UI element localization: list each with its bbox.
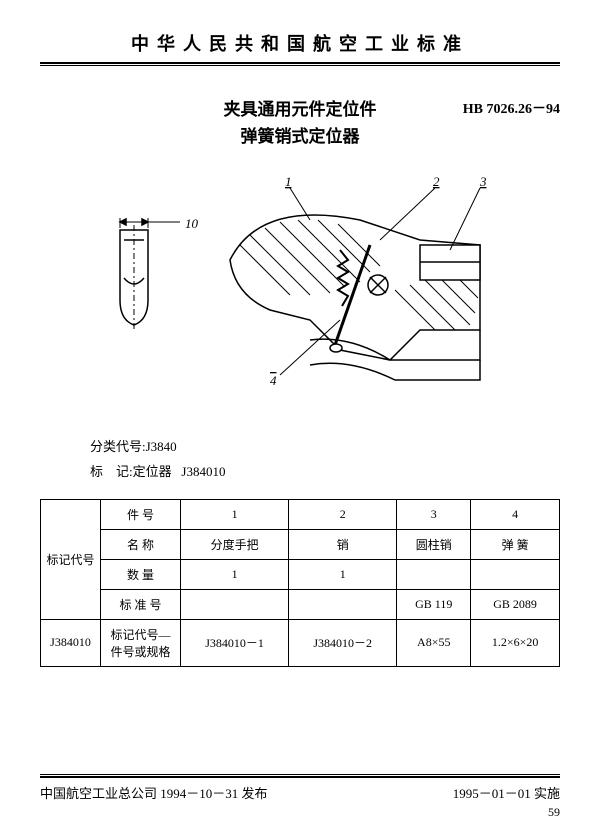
- cell: GB 2089: [471, 589, 560, 619]
- mark-label2: 记:定位器: [116, 464, 172, 479]
- cell: 销: [289, 529, 397, 559]
- col-3: 3: [397, 499, 471, 529]
- table-row: 标 准 号 GB 119 GB 2089: [41, 589, 560, 619]
- cell: 1: [181, 559, 289, 589]
- cell: J384010－2: [289, 619, 397, 666]
- hdr-spec: 标记代号—件号或规格: [101, 619, 181, 666]
- title-row: 夹具通用元件定位件 弹簧销式定位器 HB 7026.26－94: [40, 96, 560, 150]
- code-left: J384010: [41, 619, 101, 666]
- footer-rule: [40, 774, 560, 778]
- table-row: 标记代号 件 号 1 2 3 4: [41, 499, 560, 529]
- spec-table: 标记代号 件 号 1 2 3 4 名 称 分度手把 销 圆柱销 弹 簧 数 量 …: [40, 499, 560, 667]
- cell: 1.2×6×20: [471, 619, 560, 666]
- col-1: 1: [181, 499, 289, 529]
- table-row: 名 称 分度手把 销 圆柱销 弹 簧: [41, 529, 560, 559]
- title-line2: 弹簧销式定位器: [224, 123, 377, 150]
- cell: 弹 簧: [471, 529, 560, 559]
- hdr-name: 名 称: [101, 529, 181, 559]
- cell: J384010－1: [181, 619, 289, 666]
- cell: 分度手把: [181, 529, 289, 559]
- issued-text: 中国航空工业总公司 1994－10－31 发布: [40, 783, 268, 802]
- cell: A8×55: [397, 619, 471, 666]
- table-row: J384010 标记代号—件号或规格 J384010－1 J384010－2 A…: [41, 619, 560, 666]
- callout-4: 4: [270, 373, 277, 388]
- col-4: 4: [471, 499, 560, 529]
- class-value: J3840: [146, 439, 177, 454]
- document-title: 夹具通用元件定位件 弹簧销式定位器: [224, 96, 377, 150]
- callout-1: 1: [285, 174, 292, 189]
- table-row: 数 量 1 1: [41, 559, 560, 589]
- cell: 1: [289, 559, 397, 589]
- header-rule: [40, 62, 560, 66]
- callout-3: 3: [479, 174, 487, 189]
- standard-code: HB 7026.26－94: [463, 98, 560, 118]
- cell: [397, 559, 471, 589]
- cell: [289, 589, 397, 619]
- col-2: 2: [289, 499, 397, 529]
- hdr-std: 标 准 号: [101, 589, 181, 619]
- effective-text: 1995－01－01 实施: [453, 783, 560, 802]
- cell: GB 119: [397, 589, 471, 619]
- cell: [181, 589, 289, 619]
- technical-figure: 10 1 2 3 4: [90, 170, 510, 405]
- title-line1: 夹具通用元件定位件: [224, 96, 377, 123]
- footer-row: 中国航空工业总公司 1994－10－31 发布 1995－01－01 实施: [40, 783, 560, 802]
- row-group: 标记代号: [41, 499, 101, 619]
- cell: [471, 559, 560, 589]
- classification-block: 分类代号:J3840 标 记:定位器 J384010: [90, 435, 560, 484]
- org-title: 中华人民共和国航空工业标准: [40, 30, 560, 56]
- hdr-partno: 件 号: [101, 499, 181, 529]
- dim-10: 10: [185, 216, 199, 231]
- mark-label: 标: [90, 464, 103, 479]
- hdr-qty: 数 量: [101, 559, 181, 589]
- mark-value: J384010: [181, 464, 225, 479]
- callout-2: 2: [433, 174, 440, 189]
- cell: 圆柱销: [397, 529, 471, 559]
- class-label: 分类代号:: [90, 439, 146, 454]
- page-number: 59: [548, 805, 560, 820]
